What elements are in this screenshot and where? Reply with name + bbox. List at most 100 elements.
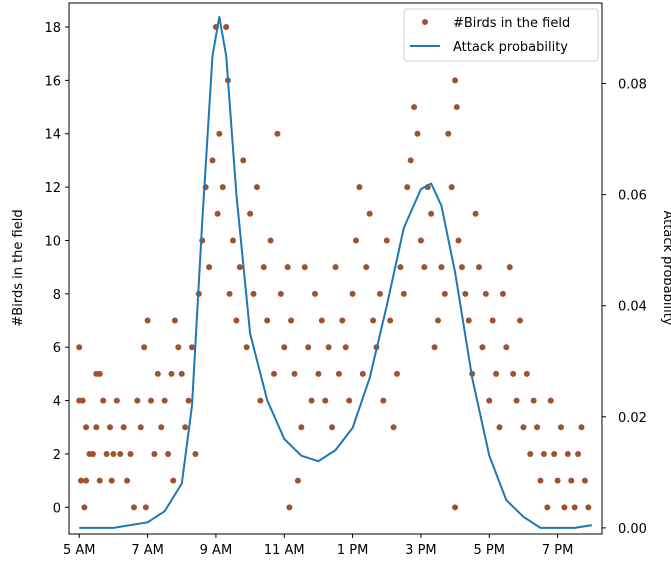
scatter-point [315, 370, 322, 377]
y-right-tick-label: 0.04 [618, 300, 647, 315]
scatter-point [517, 317, 523, 324]
scatter-point [137, 424, 144, 431]
scatter-point [493, 370, 500, 377]
scatter-point [325, 344, 332, 351]
x-tick-label: 5 AM [63, 543, 96, 558]
scatter-point [356, 184, 363, 191]
scatter-point [551, 450, 558, 457]
scatter-point [277, 290, 284, 297]
y-right-tick-label: 0.00 [618, 522, 647, 537]
scatter-series [76, 24, 592, 511]
scatter-point [151, 450, 158, 457]
scatter-point [243, 344, 250, 351]
scatter-point [571, 504, 578, 511]
legend-label-birds: #Birds in the field [453, 16, 570, 31]
scatter-point [523, 370, 530, 377]
scatter-point [209, 157, 216, 164]
scatter-point [253, 184, 260, 191]
scatter-point [329, 424, 336, 431]
scatter-point [397, 264, 404, 271]
legend-marker-birds [422, 19, 428, 25]
x-tick-label: 9 AM [200, 543, 233, 558]
scatter-point [558, 424, 564, 431]
scatter-point [223, 24, 230, 31]
scatter-point [110, 450, 117, 457]
scatter-point [503, 344, 510, 351]
plot-frame [68, 2, 603, 535]
scatter-point [83, 424, 90, 431]
y-left-tick-label: 18 [44, 21, 61, 36]
scatter-point [407, 157, 414, 164]
scatter-point [130, 504, 137, 511]
scatter-point [448, 184, 455, 191]
scatter-point [359, 370, 366, 377]
scatter-point [271, 370, 277, 377]
scatter-point [233, 317, 240, 324]
x-axis: 5 AM 7 AM 9 AM 11 AM 1 PM 3 PM 5 PM 7 PM [63, 534, 573, 558]
scatter-point [445, 130, 452, 137]
scatter-point [527, 450, 534, 457]
scatter-point [158, 424, 165, 431]
scatter-point [178, 370, 185, 377]
scatter-point [417, 237, 424, 244]
scatter-point [124, 477, 131, 484]
scatter-point [93, 424, 100, 431]
scatter-point [264, 317, 271, 324]
scatter-point [81, 504, 88, 511]
scatter-point [346, 397, 353, 404]
scatter-point [438, 264, 445, 271]
scatter-point [79, 397, 86, 404]
scatter-point [182, 424, 189, 431]
x-tick-label: 1 PM [337, 543, 368, 558]
scatter-point [117, 450, 124, 457]
scatter-point [76, 344, 83, 351]
scatter-point [120, 424, 127, 431]
scatter-point [465, 317, 472, 324]
scatter-point [335, 370, 342, 377]
scatter-point [267, 237, 274, 244]
x-tick-label: 3 PM [405, 543, 436, 558]
scatter-point [332, 264, 339, 271]
attack-probability-line [79, 15, 592, 529]
x-tick-label: 7 AM [131, 543, 164, 558]
scatter-point [554, 477, 561, 484]
scatter-point [286, 504, 293, 511]
scatter-point [192, 450, 199, 457]
scatter-point [486, 397, 493, 404]
scatter-point [322, 397, 329, 404]
scatter-point [83, 477, 90, 484]
scatter-point [127, 450, 134, 457]
scatter-point [141, 344, 148, 351]
scatter-point [96, 370, 103, 377]
scatter-point [585, 504, 592, 511]
y-left-tick-label: 16 [44, 74, 61, 89]
scatter-point [513, 397, 520, 404]
scatter-point [568, 477, 575, 484]
scatter-point [170, 477, 177, 484]
scatter-point [575, 450, 582, 457]
scatter-point [455, 237, 462, 244]
scatter-point [404, 184, 411, 191]
scatter-point [308, 397, 315, 404]
scatter-point [421, 264, 428, 271]
scatter-point [435, 317, 441, 324]
y-right-tick-label: 0.06 [618, 189, 647, 204]
scatter-point [394, 370, 400, 377]
legend-box [403, 8, 599, 62]
scatter-point [216, 130, 223, 137]
y-left-tick-label: 6 [53, 341, 61, 356]
scatter-point [452, 504, 459, 511]
scatter-point [462, 290, 469, 297]
scatter-point [561, 504, 568, 511]
scatter-point [108, 477, 115, 484]
scatter-point [214, 210, 221, 217]
scatter-point [472, 210, 479, 217]
line-series [79, 15, 592, 529]
scatter-point [414, 130, 421, 137]
scatter-point [380, 397, 387, 404]
scatter-point [383, 237, 390, 244]
scatter-point [288, 317, 295, 324]
scatter-point [544, 504, 551, 511]
scatter-point [107, 424, 113, 431]
